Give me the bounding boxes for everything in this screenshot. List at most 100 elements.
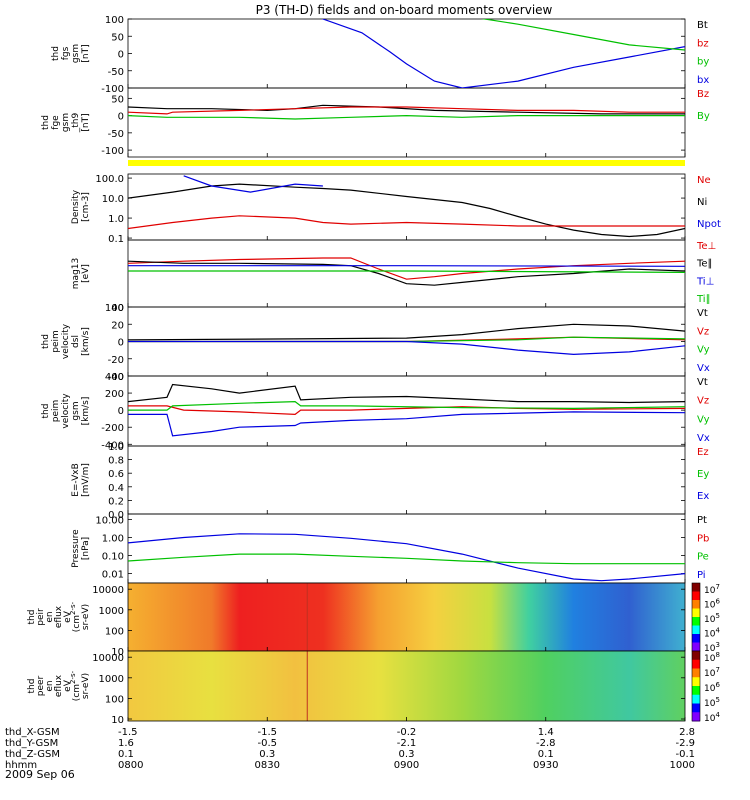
legend-vy: Vy (697, 345, 710, 356)
colorbar-segment (692, 591, 700, 601)
y-axis-label-line: [mV/m] (81, 463, 91, 497)
y-tick-label: 0.01 (102, 570, 124, 581)
legend-pi: Pi (697, 570, 706, 581)
legend-vz: Vz (697, 396, 709, 407)
y-axis-label-line: thd (41, 334, 51, 349)
y-axis-label-line: gsm (71, 44, 81, 63)
y-tick-label: -50 (108, 67, 124, 78)
y-tick-label: -40 (108, 372, 124, 383)
x-tick-label: 0.3 (399, 749, 415, 760)
colorbar-segment (692, 651, 700, 661)
colorbar-segment (692, 668, 700, 678)
series-p3-ti (128, 265, 685, 267)
y-axis-label-line: mag13 (71, 258, 81, 289)
y-axis-label-line: [nT] (81, 113, 91, 131)
y-axis-label-line: peer (36, 675, 46, 696)
y-tick-label: 100 (105, 694, 124, 705)
y-axis-label-line: [nPa] (81, 537, 91, 560)
colorbar-segment (692, 677, 700, 687)
y-tick-label: 0.2 (108, 496, 124, 507)
y-tick-label: -50 (108, 129, 124, 140)
chart-title: P3 (TH-D) fields and on-board moments ov… (256, 3, 553, 17)
panel-3: 100 mag13 [eV] Te⊥ Te∥ Ti⊥ Ti∥ (71, 239, 716, 314)
y-tick-label: 1.00 (102, 533, 124, 544)
y-axis-label: thd peer en eflux eV (cm2-s-sr-eV) (27, 670, 91, 701)
y-axis-label-line: [nT] (81, 44, 91, 62)
series-p1-bt (128, 104, 685, 115)
y-tick-label: 10000 (92, 585, 124, 596)
y-axis-label: thd peim velocity dsl [km/s] (41, 323, 91, 359)
y-tick-label: 40 (111, 303, 124, 314)
legend-vt: Vt (697, 308, 708, 319)
y-axis-label-line: thd (27, 610, 37, 625)
y-tick-label: 0.6 (108, 469, 124, 480)
y-axis-label-line: peir (36, 608, 46, 626)
panel-0: 100 50 0 -50 -100 thd fgs gsm [nT] Bt bz by bx (51, 15, 709, 95)
colorbar-segment (692, 608, 700, 618)
y-axis-label-line: eflux (54, 674, 64, 697)
colorbar-tick-label: 106 (704, 598, 720, 611)
series-p2-npot (183, 175, 323, 193)
legend-vx: Vx (697, 433, 710, 444)
colorbar-segment (692, 659, 700, 669)
legend-bz: bz (697, 38, 709, 49)
panel-1: 50 0 -50 -100 thd fge gsm _th9 [nT] Bz By (41, 87, 710, 158)
series-p1-bz (128, 106, 685, 115)
y-axis-label-line: peim (51, 330, 61, 353)
y-axis-label-line: sr-eV) (81, 673, 91, 699)
legend-vt: Vt (697, 377, 708, 388)
legend-ti: Ti⊥ (696, 276, 714, 287)
y-tick-label: 0.8 (108, 456, 124, 467)
y-axis-label: mag13 [eV] (71, 258, 91, 289)
y-axis-label-line: eflux (54, 605, 64, 628)
legend-te: Te∥ (696, 259, 713, 270)
y-axis-label-line: velocity (61, 393, 71, 429)
x-tick-label: 0830 (255, 760, 280, 771)
series-p4-vx (128, 340, 685, 356)
y-tick-label: 0 (118, 338, 124, 349)
series-p1-by (128, 114, 685, 120)
y-tick-label: 50 (111, 32, 124, 43)
time-axis-row-label: thd_Y-GSM (5, 738, 58, 749)
legend-ez: Ez (697, 447, 709, 458)
colorbar-tick-label: 106 (704, 681, 720, 694)
series-p3-ti (128, 270, 685, 273)
series-p5-vy (128, 400, 685, 411)
y-tick-label: 20 (111, 320, 124, 331)
y-tick-label: 10 (111, 715, 124, 726)
time-axis-row-label: thd_X-GSM (5, 727, 60, 738)
y-axis-label: Density [cm-3] (71, 189, 91, 224)
legend-vy: Vy (697, 414, 710, 425)
y-axis-label-line: fgs (61, 46, 71, 60)
spectrogram-image (128, 583, 685, 651)
legend-ne: Ne (697, 175, 711, 186)
y-axis-label-line: _th9 (71, 113, 81, 134)
series-p0-bx (321, 19, 685, 88)
x-tick-label: 0900 (394, 760, 419, 771)
x-tick-label: -0.2 (397, 727, 417, 738)
x-tick-label: 1.6 (118, 738, 134, 749)
y-tick-label: 10000 (92, 653, 124, 664)
legend-pt: Pt (697, 515, 707, 526)
panel-2: 100.0 10.0 1.0 0.1 Density [cm-3] Ne Ni Npot (71, 173, 721, 245)
y-tick-label: 0.0 (108, 510, 124, 521)
y-tick-label: 400 (105, 372, 124, 383)
y-axis-label: thd peir en eflux eV (cm2-s-sr-eV) (27, 601, 91, 632)
y-tick-label: 1.0 (108, 442, 124, 453)
y-axis-label-line: Density (71, 189, 81, 224)
colorbar-tick-label: 104 (704, 711, 720, 724)
y-tick-label: 0.4 (108, 483, 124, 494)
y-tick-label: 100 (105, 626, 124, 637)
series-p5-vt (128, 383, 685, 404)
y-axis-label-line: thd (51, 46, 61, 61)
y-tick-label: 1000 (99, 674, 124, 685)
y-axis-label-line: sr-eV) (81, 604, 91, 630)
spectrogram-image (128, 651, 685, 721)
x-tick-label: 0930 (533, 760, 558, 771)
y-axis-label-line: gsm (71, 401, 81, 420)
legend-by: by (697, 57, 709, 68)
colorbar-segment (692, 617, 700, 626)
legend-ey: Ey (697, 469, 709, 480)
y-tick-label: 50 (111, 94, 124, 105)
